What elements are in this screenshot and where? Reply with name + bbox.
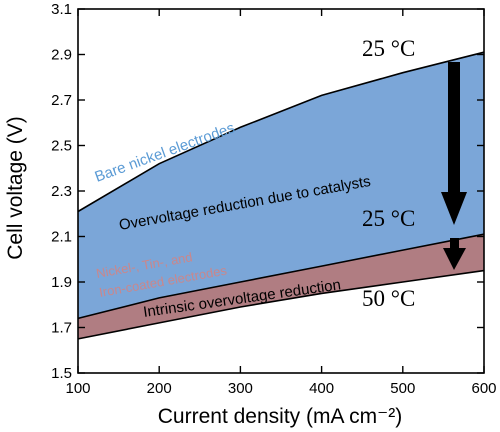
coated-electrodes-region: [78, 234, 484, 339]
x-tick-label: 400: [309, 380, 334, 397]
y-tick-label: 1.9: [51, 274, 72, 291]
y-tick-label: 1.5: [51, 365, 72, 382]
y-tick-label: 2.3: [51, 183, 72, 200]
temperature-label-middle: 25 °C: [362, 206, 415, 231]
y-tick-label: 2.1: [51, 229, 72, 246]
bare-nickel-region: [78, 52, 484, 319]
x-tick-label: 500: [390, 380, 415, 397]
x-tick-label: 300: [228, 380, 253, 397]
catalyst-reduction-arrow: [441, 62, 467, 225]
x-tick-label: 200: [147, 380, 172, 397]
axis-tick-labels: 100 200 300 400 500 600 1.5 1.7 1.9 2.1 2.3 2.5 2.7 2…: [51, 1, 496, 397]
y-tick-label: 2.5: [51, 138, 72, 155]
series-line-coated-50c: [77, 269, 485, 340]
y-tick-label: 2.9: [51, 47, 72, 64]
x-tick-label: 600: [471, 380, 496, 397]
intrinsic-reduction-arrow: [443, 238, 466, 270]
y-axis-title: Cell voltage (V): [4, 116, 27, 260]
series-line-bare-nickel: [77, 51, 485, 213]
axis-ticks: [77, 8, 485, 374]
y-tick-label: 3.1: [51, 1, 72, 18]
y-tick-label: 2.7: [51, 92, 72, 109]
y-tick-label: 1.7: [51, 320, 72, 337]
x-tick-label: 100: [65, 380, 90, 397]
series-line-coated-25c: [77, 233, 485, 320]
temperature-label-top: 25 °C: [362, 36, 415, 61]
x-axis-title: Current density (mA cm⁻²): [158, 405, 402, 428]
temperature-label-bottom: 50 °C: [362, 286, 415, 311]
